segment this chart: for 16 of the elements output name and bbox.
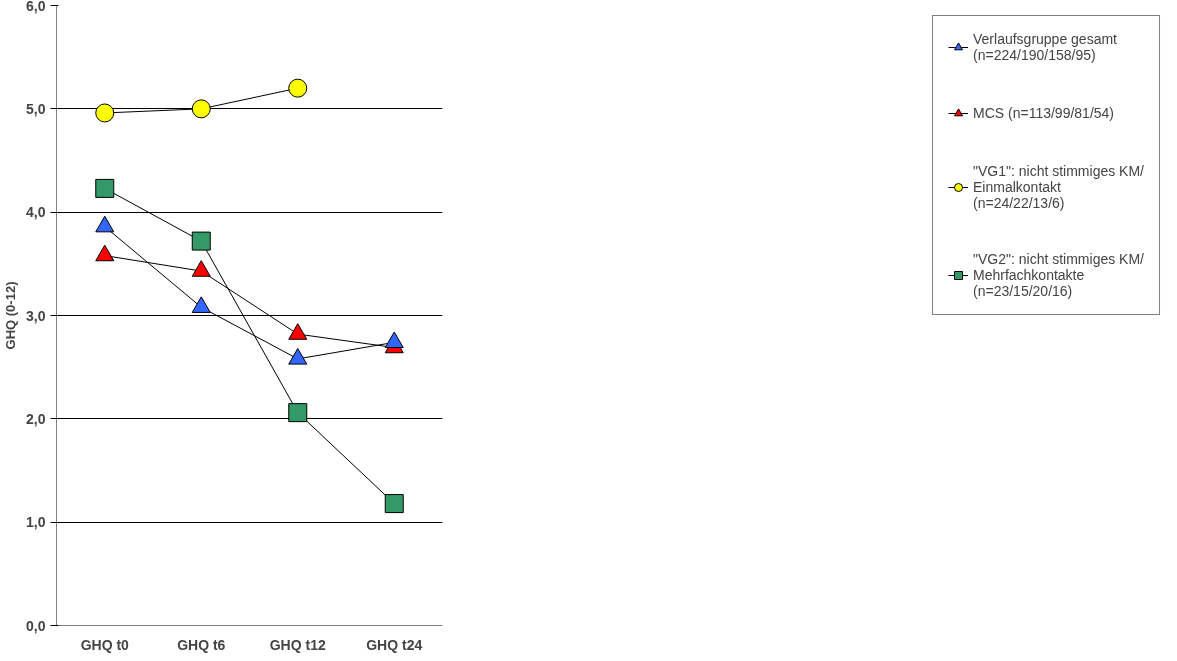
y-tick-label: 1,0 [26,514,46,531]
y-tick-label: 5,0 [26,100,46,117]
x-tick-label: GHQ t0 [80,636,130,653]
y-tick-label: 0,0 [26,617,46,634]
y-tick-label: 3,0 [26,307,46,324]
legend-label: "VG1": nicht stimmiges KM/ Einmalkontakt (n=24/22/13/6) [973,163,1144,211]
y-tick-label: 4,0 [26,204,46,221]
x-tick-label: GHQ t24 [366,636,423,653]
x-tick-label: GHQ t6 [177,636,226,653]
y-tick-label: 6,0 [26,0,46,14]
y-tick-label: 2,0 [26,410,46,427]
y-axis-title: GHQ (0-12) [3,281,19,350]
legend-label: MCS (n=113/99/81/54) [973,104,1115,123]
x-tick-label: GHQ t12 [269,636,326,653]
legend-label: "VG2": nicht stimmiges KM/ Mehrfachkontakte (n=23/15/20/16) [973,251,1144,299]
legend-label: Verlaufsgruppe gesamt (n=224/190/158/95) [973,31,1117,63]
